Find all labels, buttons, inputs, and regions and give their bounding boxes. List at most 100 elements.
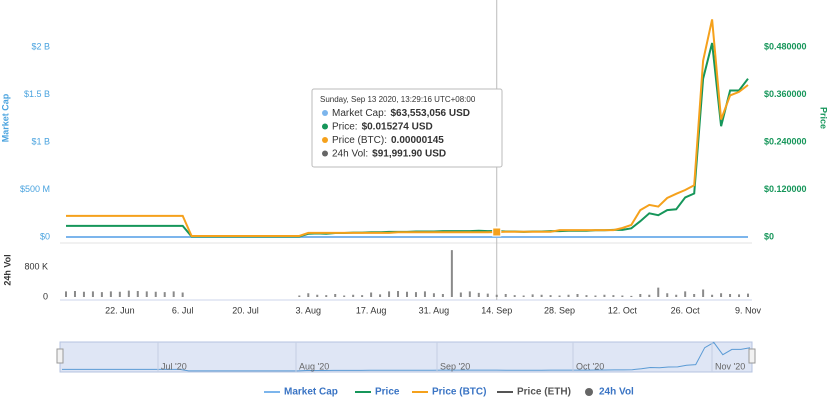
volume-bar xyxy=(136,291,139,297)
volume-bar xyxy=(82,291,85,297)
volume-bar xyxy=(558,295,561,297)
volume-bar xyxy=(100,292,103,297)
x-tick-label: 17. Aug xyxy=(356,305,387,315)
y-tick-label: $2 B xyxy=(31,41,50,51)
tooltip-item: Price (BTC): 0.00000145 xyxy=(332,135,444,146)
volume-bar xyxy=(73,291,76,297)
navigator-handle[interactable] xyxy=(56,348,64,364)
volume-bar xyxy=(747,293,749,297)
volume-bar xyxy=(325,295,328,297)
legend-label: Market Cap xyxy=(284,387,338,398)
volume-bar xyxy=(298,295,301,297)
y2-axis-title: Price xyxy=(819,107,829,129)
navigator-label: Nov '20 xyxy=(715,361,745,371)
x-tick-label: 31. Aug xyxy=(419,305,450,315)
navigator-label: Jul '20 xyxy=(161,361,187,371)
volume-bar xyxy=(720,293,723,297)
x-tick-label: 3. Aug xyxy=(296,305,322,315)
volume-bar xyxy=(450,250,453,297)
volume-bar xyxy=(423,291,426,297)
volume-bar xyxy=(567,294,570,297)
volume-bar xyxy=(441,294,444,297)
legend-label: 24h Vol xyxy=(599,387,634,398)
y2-tick-label: $0.240000 xyxy=(764,136,807,146)
volume-bar xyxy=(648,294,651,297)
legend-label: Price (BTC) xyxy=(432,387,486,398)
tooltip-item: Price: $0.015274 USD xyxy=(332,121,433,132)
volume-bar xyxy=(639,294,642,297)
x-tick-label: 9. Nov xyxy=(735,305,762,315)
volume-bar xyxy=(531,294,534,297)
volume-bar xyxy=(576,294,579,297)
volume-bar xyxy=(477,292,480,297)
y2-tick-label: $0.480000 xyxy=(764,41,807,51)
volume-bar xyxy=(181,292,184,297)
tooltip-dot xyxy=(322,110,328,116)
volume-bar xyxy=(388,291,391,297)
navigator-handle[interactable] xyxy=(748,348,756,364)
volume-bar xyxy=(163,292,166,297)
tooltip-box xyxy=(311,88,503,168)
volume-bar xyxy=(513,295,516,297)
y-tick-label: $1.5 B xyxy=(24,89,50,99)
tooltip-label: Market Cap: xyxy=(332,108,386,119)
tooltip-value: $0.015274 USD xyxy=(362,121,433,132)
volume-bar xyxy=(666,293,669,297)
volume-bar xyxy=(432,293,435,297)
volume-bar xyxy=(684,291,687,297)
volume-bar xyxy=(379,294,382,297)
volume-tick-label: 0 xyxy=(43,291,48,301)
tooltip: Sunday, Sep 13 2020, 13:29:16 UTC+08:00 M… xyxy=(311,88,503,168)
series-line xyxy=(66,19,749,237)
volume-bar xyxy=(657,287,660,297)
volume-bar xyxy=(316,294,319,297)
tooltip-title: Sunday, Sep 13 2020, 13:29:16 UTC+08:00 xyxy=(320,95,476,104)
volume-bar xyxy=(459,292,462,297)
x-tick-label: 12. Oct xyxy=(608,305,638,315)
y-tick-label: $0 xyxy=(40,231,50,241)
tooltip-value: $91,991.90 USD xyxy=(372,148,446,159)
y-tick-label: $500 M xyxy=(20,184,50,194)
y-axis-title: Market Cap xyxy=(0,93,10,142)
tooltip-dot xyxy=(322,137,328,143)
tooltip-label: Price (BTC): xyxy=(332,135,387,146)
x-tick-label: 26. Oct xyxy=(671,305,701,315)
volume-bar xyxy=(495,294,498,297)
y2-tick-label: $0.120000 xyxy=(764,184,807,194)
volume-bar xyxy=(145,291,148,297)
tooltip-value: $63,553,056 USD xyxy=(390,108,470,119)
tooltip-label: 24h Vol: xyxy=(332,148,368,159)
y2-tick-label: $0 xyxy=(764,231,774,241)
volume-bar xyxy=(118,291,121,297)
hover-point xyxy=(492,227,502,237)
volume-bar xyxy=(486,293,489,297)
volume-bar xyxy=(738,294,741,297)
volume-bar xyxy=(540,294,543,297)
legend-label: Price (ETH) xyxy=(517,387,571,398)
volume-tick-label: 800 K xyxy=(24,261,48,271)
x-tick-label: 14. Sep xyxy=(481,305,512,315)
volume-bar xyxy=(594,295,597,297)
volume-bar xyxy=(65,291,67,297)
volume-bar xyxy=(612,295,615,297)
volume-bar xyxy=(603,294,606,297)
volume-axis-title: 24h Vol xyxy=(2,254,12,285)
tooltip-value: 0.00000145 xyxy=(391,135,444,146)
volume-bar xyxy=(504,294,507,297)
navigator-line xyxy=(62,341,751,372)
volume-bar xyxy=(522,295,525,297)
x-tick-label: 28. Sep xyxy=(544,305,575,315)
volume-bar xyxy=(91,291,94,297)
volume-bar xyxy=(127,290,130,297)
volume-bar xyxy=(549,295,552,297)
volume-bar xyxy=(711,294,714,297)
volume-bar xyxy=(729,294,732,297)
volume-bar xyxy=(307,293,310,297)
volume-bar xyxy=(468,291,471,297)
legend-swatch xyxy=(585,388,593,396)
volume-bar xyxy=(621,295,624,297)
volume-bar xyxy=(370,292,373,297)
volume-bar xyxy=(630,295,633,297)
volume-bar xyxy=(397,291,400,297)
